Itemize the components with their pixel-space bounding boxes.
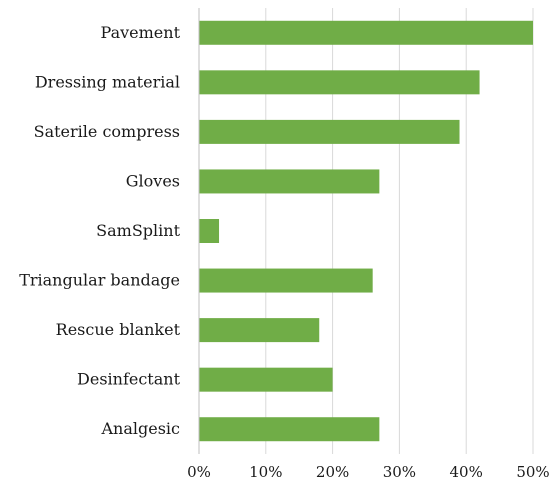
x-tick-label: 40% [450, 463, 483, 481]
bar [199, 20, 533, 45]
bar [199, 417, 380, 442]
x-tick-label: 20% [316, 463, 349, 481]
bar [199, 318, 320, 343]
x-tick-labels: 0% 10% 20% 30% 40% 50% [187, 463, 550, 481]
category-label: Saterile compress [34, 122, 180, 141]
category-labels: Pavement Dressing material Saterile compre… [19, 23, 180, 438]
bar [199, 219, 220, 243]
bars [199, 20, 533, 442]
category-label: SamSplint [96, 221, 180, 240]
x-tick-label: 10% [249, 463, 282, 481]
category-label: Triangular bandage [19, 271, 180, 290]
category-label: Rescue blanket [56, 320, 181, 339]
bar [199, 367, 333, 392]
bar [199, 70, 480, 95]
bar [199, 268, 373, 293]
category-label: Gloves [126, 171, 180, 190]
bar [199, 169, 380, 194]
category-label: Dressing material [35, 72, 180, 91]
category-label: Pavement [101, 23, 181, 42]
category-label: Desinfectant [77, 370, 181, 389]
x-tick-label: 30% [383, 463, 416, 481]
bar [199, 119, 460, 144]
x-tick-label: 50% [516, 463, 549, 481]
x-tick-label: 0% [187, 463, 211, 481]
category-label: Analgesic [100, 419, 180, 438]
